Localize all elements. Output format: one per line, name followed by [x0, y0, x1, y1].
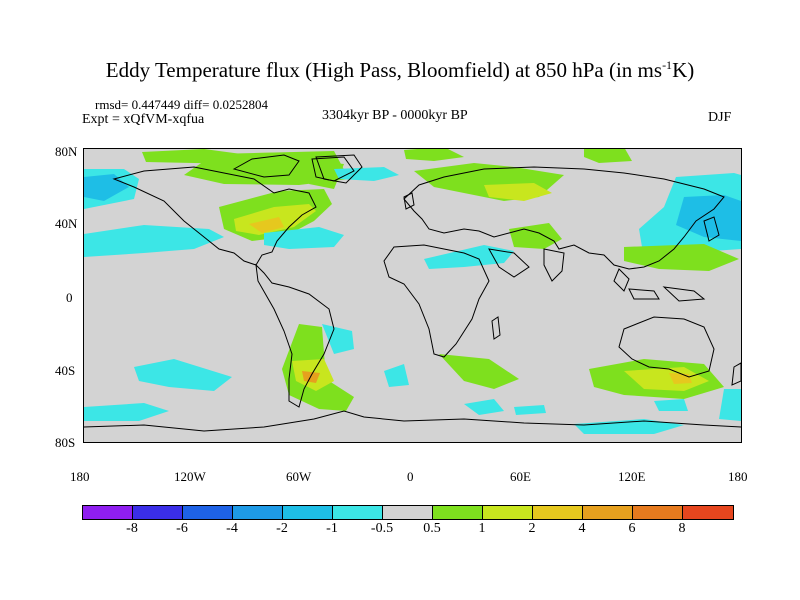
colorbar-label: 8 [678, 521, 686, 536]
colorbar-label: -6 [176, 521, 188, 536]
colorbar-swatch [233, 506, 283, 519]
colorbar-swatch [683, 506, 733, 519]
contour-positive [184, 151, 349, 185]
contour-positive [302, 371, 320, 383]
contour-negative [574, 419, 684, 434]
lon-tick-label: 180 [728, 469, 748, 484]
contour-negative [464, 399, 504, 415]
colorbar-swatch [583, 506, 633, 519]
colorbar-swatch [283, 506, 333, 519]
lon-tick-label: 60W [286, 469, 312, 484]
colorbar-label: -2 [276, 521, 288, 536]
colorbar-label: 6 [628, 521, 636, 536]
season-label: DJF [708, 110, 732, 125]
colorbar-label: 1 [478, 521, 486, 536]
colorbar [82, 505, 734, 520]
colorbar-swatch [183, 506, 233, 519]
colorbar-swatch [83, 506, 133, 519]
contour-positive [439, 354, 519, 389]
stats-label: rmsd= 0.447449 diff= 0.0252804 [95, 97, 268, 112]
contour-negative [514, 405, 546, 415]
colorbar-label: -0.5 [370, 521, 394, 536]
contour-positive [584, 149, 632, 163]
period-label: 3304kyr BP - 0000kyr BP [322, 108, 468, 123]
colorbar-swatch [133, 506, 183, 519]
contour-negative [322, 324, 354, 354]
colorbar-label: 0.5 [423, 521, 441, 536]
contour-negative [334, 167, 399, 181]
colorbar-swatch [333, 506, 383, 519]
experiment-label: Expt = xQfVM-xqfua [82, 112, 205, 127]
contour-negative [676, 195, 741, 241]
colorbar-label: 2 [528, 521, 536, 536]
contour-positive [624, 367, 709, 391]
map-plot-area [83, 148, 742, 443]
colorbar-label: 4 [578, 521, 586, 536]
colorbar-swatch [483, 506, 533, 519]
contour-positive [309, 161, 344, 189]
lon-tick-label: 0 [407, 469, 414, 484]
contour-negative [424, 245, 514, 269]
lat-tick-label: 40N [55, 216, 78, 231]
contour-negative [654, 399, 688, 411]
lon-tick-label: 120W [174, 469, 206, 484]
colorbar-swatch [633, 506, 683, 519]
lon-tick-label: 180 [70, 469, 90, 484]
lat-tick-label: 0 [66, 290, 73, 305]
colorbar-swatch [533, 506, 583, 519]
lat-tick-label: 40S [55, 363, 76, 378]
colorbar-swatch [433, 506, 483, 519]
lat-tick-label: 80S [55, 435, 76, 450]
contour-negative [384, 364, 409, 387]
contour-positive [484, 183, 552, 201]
lat-tick-label: 80N [55, 144, 78, 159]
lon-tick-label: 60E [510, 469, 531, 484]
lon-tick-label: 120E [618, 469, 646, 484]
contour-negative [134, 359, 232, 391]
colorbar-swatch [383, 506, 433, 519]
colorbar-label: -1 [326, 521, 338, 536]
contour-negative [719, 389, 741, 421]
contour-positive [624, 244, 739, 271]
contour-negative [84, 403, 169, 421]
map-canvas [84, 149, 741, 434]
colorbar-label: -4 [226, 521, 238, 536]
contour-positive [509, 223, 562, 249]
colorbar-label: -8 [126, 521, 138, 536]
contour-positive [249, 217, 284, 233]
contour-positive [404, 149, 464, 161]
contour-negative [84, 225, 224, 257]
coastlines [84, 154, 741, 432]
flux-contours [84, 149, 741, 434]
figure-title: Eddy Temperature flux (High Pass, Bloomf… [105, 58, 695, 82]
